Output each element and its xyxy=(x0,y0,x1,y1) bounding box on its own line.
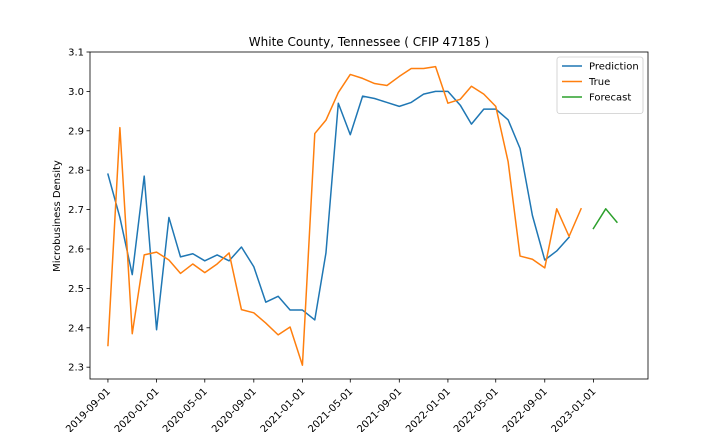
x-tick-label: 2022-01-01 xyxy=(404,386,453,432)
y-tick-label: 3.1 xyxy=(68,48,84,59)
x-tick-label: 2020-05-01 xyxy=(161,386,210,432)
x-tick-label: 2021-09-01 xyxy=(356,386,405,432)
x-tick-label: 2019-09-01 xyxy=(64,386,113,432)
y-tick-label: 2.5 xyxy=(68,284,84,295)
series-line-forecast xyxy=(592,208,618,230)
x-tick-label: 2020-09-01 xyxy=(210,386,259,432)
y-axis: 2.3 2.4 2.5 2.6 2.7 2.8 2.9 3.0 3.1 xyxy=(68,48,90,374)
x-tick-label: 2023-01-01 xyxy=(550,386,599,432)
y-tick-label: 2.6 xyxy=(68,244,84,255)
x-tick-label: 2021-05-01 xyxy=(307,386,356,432)
x-tick-label: 2022-09-01 xyxy=(501,386,550,432)
legend-label-forecast: Forecast xyxy=(589,93,631,104)
y-tick-label: 3.0 xyxy=(68,87,84,98)
legend-frame xyxy=(556,56,644,114)
x-axis: 2019-09-01 2020-01-01 2020-05-01 2020-09-01… xyxy=(64,379,599,432)
y-tick-label: 2.9 xyxy=(68,126,84,137)
y-tick-label: 2.4 xyxy=(68,323,84,334)
legend-label-true: True xyxy=(588,77,610,88)
plot-frame xyxy=(89,51,649,380)
chart-title: White County, Tennessee ( CFIP 47185 ) xyxy=(249,35,489,49)
plot-lines xyxy=(107,65,618,366)
series-line-true xyxy=(107,65,583,366)
x-tick-label: 2022-05-01 xyxy=(452,386,501,432)
y-tick-label: 2.3 xyxy=(68,363,84,374)
y-tick-label: 2.7 xyxy=(68,205,84,216)
legend-label-prediction: Prediction xyxy=(589,62,639,73)
legend: Prediction True Forecast xyxy=(556,56,644,114)
y-axis-label: Microbusiness Density xyxy=(52,160,63,272)
x-tick-label: 2021-01-01 xyxy=(259,386,308,432)
series-line-prediction xyxy=(107,90,571,331)
y-tick-label: 2.8 xyxy=(68,166,84,177)
x-tick-label: 2020-01-01 xyxy=(113,386,162,432)
